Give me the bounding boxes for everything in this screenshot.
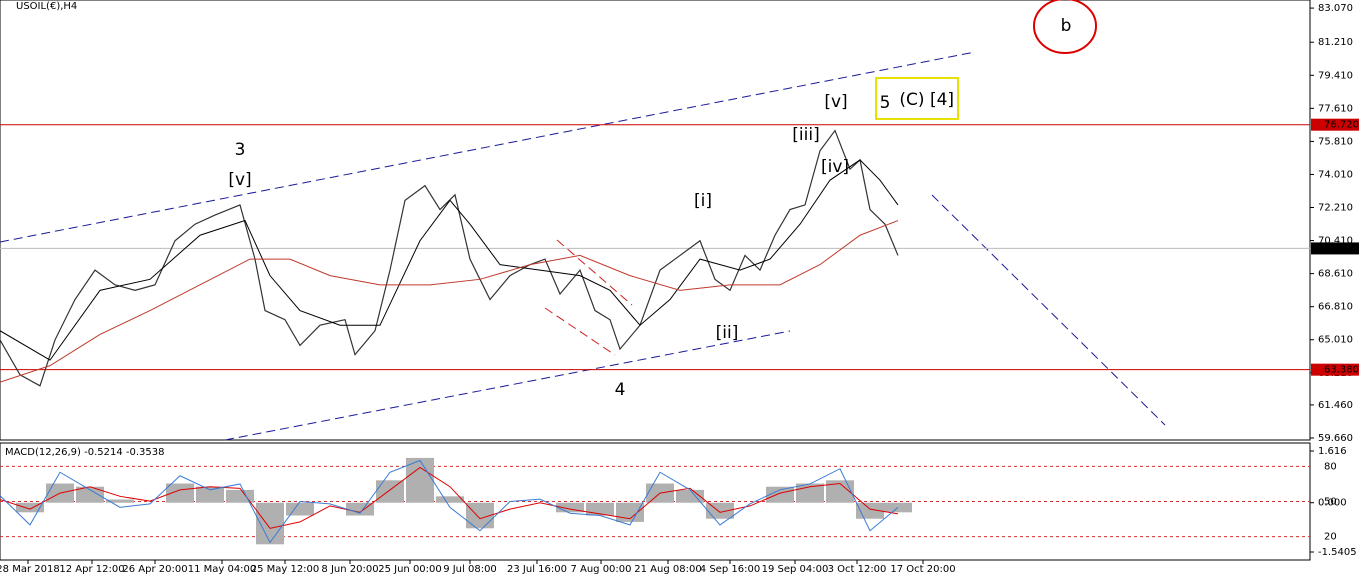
wave-label: [4] [930,90,954,110]
highlight-box [875,77,959,120]
y-tick-label: 66.810 [1318,302,1353,313]
level-tag [1311,363,1359,376]
level-label: 69.982 [1324,243,1359,254]
price-line [0,220,899,383]
y-tick-label: 83.070 [1318,3,1353,14]
wave-label: 5 [880,93,891,113]
macd-bar [346,502,374,516]
wave-label: [v] [228,170,251,190]
x-tick-label: 25 Jun 00:00 [378,564,442,575]
wedge-lines [544,239,633,356]
x-tick-label: 19 Sep 04:00 [762,564,829,575]
projection-line [931,194,1166,426]
macd-bar [196,486,224,503]
macd-bar [676,489,704,503]
x-tick-label: 26 Apr 20:00 [122,564,187,575]
wave-label: [iv] [821,157,849,177]
x-tick-label: 17 Oct 20:00 [890,564,955,575]
macd-bar [556,502,584,513]
price-frame [0,0,1311,441]
x-tick-label: 21 Aug 08:00 [634,564,701,575]
macd-bar [406,457,434,503]
macd-bar [16,502,44,513]
y-tick-label: 74.010 [1318,169,1353,180]
wedge-upper [556,239,633,306]
macd-bar [436,496,464,503]
x-tick-label: 3 Oct 12:00 [828,564,887,575]
y-tick-label: 50 [1324,497,1337,508]
wave-label: [v] [824,92,847,112]
wave-label: [i] [694,191,712,211]
lower-channel [224,330,791,441]
y-tick-label: 68.610 [1318,269,1353,280]
macd-bar [856,502,884,519]
y2-tick-label: 0.000 [1318,498,1347,509]
x-tick-label: 12 Apr 12:00 [59,564,124,575]
wedge-lower [544,307,616,356]
level-label: 63.380 [1324,365,1359,376]
macd-bar [286,502,314,516]
x-tick-label: 9 Jul 08:00 [443,564,497,575]
y-tick-label: 70.410 [1318,236,1353,247]
level-label: 76.720 [1324,120,1359,131]
trend-lines [0,51,1166,441]
macd-bar [226,489,254,503]
macd-bar [76,486,104,503]
wave-label: [iii] [792,125,819,145]
indicator-line [0,466,899,529]
y-tick-label: 75.810 [1318,136,1353,147]
y2-tick-label: 1.616 [1318,446,1347,457]
y-tick-label: 81.210 [1318,37,1353,48]
y-tick-label: 72.210 [1318,203,1353,214]
wave-label: 3 [235,140,246,160]
x-tick-label: 8 Jun 20:00 [321,564,378,575]
x-tick-label: 28 Mar 2018 [0,564,60,575]
macd-bar [376,480,404,503]
upper-channel [0,51,976,243]
level-tag [1311,118,1359,131]
macd-bar [166,483,194,503]
indicator-line [0,459,899,544]
x-tick-label: 7 Aug 00:00 [570,564,631,575]
y2-tick-label: -1.5405 [1318,547,1357,558]
highlight-circle [1033,0,1097,54]
x-tick-label: 23 Jul 16:00 [507,564,567,575]
price-line [0,159,899,361]
wave-label: [ii] [716,323,739,343]
x-tick-label: 25 May 12:00 [251,564,320,575]
y-tick-label: 61.460 [1318,400,1353,411]
wave-label: 4 [615,380,626,400]
x-tick-label: 4 Sep 16:00 [700,564,760,575]
y-tick-label: 59.660 [1318,433,1353,444]
chart-title: USOIL(€),H4 [16,1,77,12]
macd-bar [826,480,854,503]
y-tick-label: 20 [1324,532,1337,543]
y-tick-label: 80 [1324,461,1337,472]
y-tick-label: 79.410 [1318,70,1353,81]
y-tick-label: 65.010 [1318,335,1353,346]
wave-label: b [1061,16,1072,36]
y-tick-label: 77.610 [1318,103,1353,114]
macd-bar [766,486,794,503]
wave-label: (C) [899,90,924,110]
macd-bar [106,499,134,503]
macd-title: MACD(12,26,9) -0.5214 -0.3538 [5,447,165,458]
x-tick-label: 11 May 04:00 [188,564,257,575]
level-tag [1311,242,1359,255]
